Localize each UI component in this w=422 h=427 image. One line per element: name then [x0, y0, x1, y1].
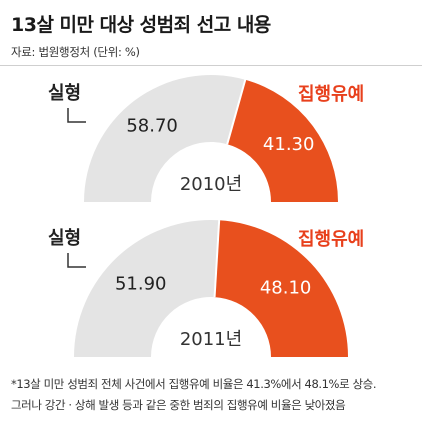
- footnote-line-1: *13살 미만 성범죄 전체 사건에서 집행유예 비율은 41.3%에서 48.…: [11, 377, 377, 391]
- category-label-prison: 실형: [48, 228, 81, 249]
- footnote: *13살 미만 성범죄 전체 사건에서 집행유예 비율은 41.3%에서 48.…: [11, 374, 416, 416]
- year-label: 2010년: [180, 174, 242, 195]
- value-label-suspended: 41.30: [263, 134, 315, 155]
- slice-separator: [213, 219, 221, 298]
- value-label-suspended: 48.10: [260, 278, 312, 299]
- value-label-prison: 51.90: [115, 273, 167, 294]
- title-divider: [0, 65, 422, 66]
- year-label: 2011년: [180, 329, 242, 350]
- slice-prison: [84, 74, 246, 202]
- chart-title: 13살 미만 대상 성범죄 선고 내용: [11, 14, 271, 36]
- leader-line-prison: [67, 253, 86, 268]
- category-label-suspended: 집행유예: [298, 84, 364, 105]
- value-label-prison: 58.70: [126, 115, 178, 136]
- slice-suspended: [227, 79, 338, 202]
- leader-line-prison: [67, 108, 86, 123]
- chart-2011: 51.90 48.10 2011년 실형 집행유예: [48, 219, 364, 357]
- category-label-prison: 실형: [48, 83, 81, 104]
- category-label-suspended: 집행유예: [298, 229, 364, 250]
- footnote-line-2: 그러나 강간 · 상해 발생 등과 같은 중한 범죄의 집행유예 비율은 낮아졌…: [11, 398, 346, 412]
- slice-prison: [74, 220, 220, 357]
- slice-separator: [226, 78, 247, 145]
- chart-2010: 58.70 41.30 2010년 실형 집행유예: [48, 74, 364, 202]
- source-note: 자료: 법원행정처 (단위: %): [11, 45, 140, 59]
- slice-suspended: [214, 220, 348, 357]
